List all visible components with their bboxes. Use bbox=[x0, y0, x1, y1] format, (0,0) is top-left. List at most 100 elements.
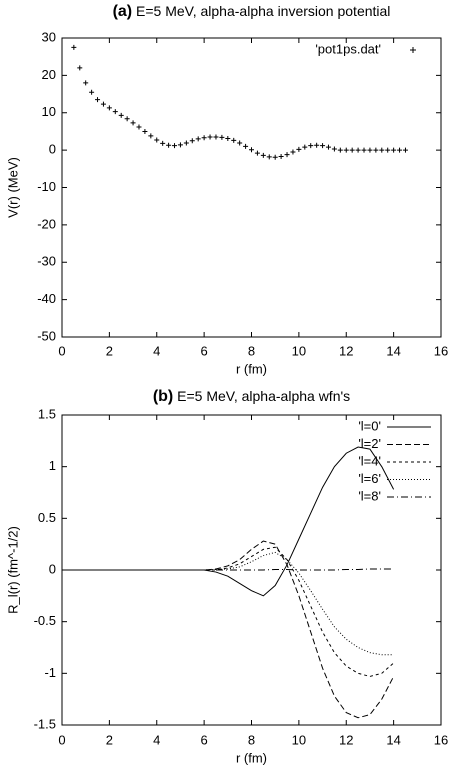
x-tick-label: 8 bbox=[248, 343, 255, 358]
data-point bbox=[402, 147, 408, 153]
y-tick-label: -1 bbox=[44, 665, 56, 680]
y-axis-label: V(r) (MeV) bbox=[5, 157, 20, 218]
data-point bbox=[325, 144, 331, 150]
data-point bbox=[136, 124, 142, 130]
legend-label: 'l=8' bbox=[358, 488, 381, 503]
x-tick-label: 14 bbox=[386, 732, 400, 747]
x-tick-label: 8 bbox=[248, 732, 255, 747]
data-point bbox=[89, 89, 95, 95]
x-tick-label: 12 bbox=[339, 343, 353, 358]
legend-marker bbox=[410, 47, 416, 53]
data-point bbox=[219, 134, 225, 140]
x-tick-label: 2 bbox=[106, 732, 113, 747]
legend-label: 'l=4' bbox=[358, 453, 381, 468]
data-point bbox=[266, 154, 272, 160]
data-point bbox=[331, 146, 337, 152]
data-point bbox=[278, 153, 284, 159]
data-point bbox=[320, 143, 326, 149]
legend-label: 'l=2' bbox=[358, 436, 381, 451]
data-point bbox=[189, 138, 195, 144]
legend-label: 'l=0' bbox=[358, 418, 381, 433]
x-tick-label: 4 bbox=[153, 343, 160, 358]
title-text: E=5 MeV, alpha-alpha wfn's bbox=[177, 388, 350, 404]
series-line bbox=[62, 551, 394, 656]
chart-panel: (a) E=5 MeV, alpha-alpha inversion poten… bbox=[5, 3, 448, 377]
y-tick-label: -0.5 bbox=[34, 613, 56, 628]
y-tick-label: -50 bbox=[37, 328, 56, 343]
data-point bbox=[130, 120, 136, 126]
x-tick-label: 4 bbox=[153, 732, 160, 747]
x-tick-label: 6 bbox=[201, 732, 208, 747]
data-point bbox=[343, 147, 349, 153]
x-tick-label: 12 bbox=[339, 732, 353, 747]
data-point bbox=[106, 105, 112, 111]
panel-label: (a) bbox=[113, 3, 133, 20]
data-point bbox=[83, 80, 89, 86]
data-point bbox=[314, 142, 320, 148]
x-tick-label: 6 bbox=[201, 343, 208, 358]
data-point bbox=[183, 140, 189, 146]
data-point bbox=[118, 112, 124, 118]
legend-label: 'pot1ps.dat' bbox=[315, 41, 381, 56]
y-tick-label: 0.5 bbox=[38, 510, 56, 525]
data-point bbox=[225, 136, 231, 142]
data-point bbox=[237, 140, 243, 146]
legend-label: 'l=6' bbox=[358, 471, 381, 486]
data-point bbox=[172, 143, 178, 149]
data-point bbox=[373, 147, 379, 153]
data-point bbox=[308, 143, 314, 149]
data-point bbox=[177, 142, 183, 148]
series-line bbox=[62, 446, 395, 597]
chart-title: (b) E=5 MeV, alpha-alpha wfn's bbox=[153, 388, 350, 406]
data-point bbox=[367, 147, 373, 153]
y-tick-label: -30 bbox=[37, 254, 56, 269]
data-point bbox=[95, 97, 101, 103]
data-point bbox=[231, 137, 237, 143]
data-point bbox=[302, 144, 308, 150]
series-line bbox=[62, 546, 394, 677]
y-tick-label: -10 bbox=[37, 179, 56, 194]
data-point bbox=[124, 116, 130, 122]
data-point bbox=[243, 143, 249, 149]
y-tick-label: 1.5 bbox=[38, 406, 56, 421]
data-point bbox=[166, 142, 172, 148]
data-point bbox=[254, 150, 260, 156]
title-text: E=5 MeV, alpha-alpha inversion potential bbox=[136, 3, 390, 19]
x-tick-label: 16 bbox=[434, 732, 448, 747]
data-point bbox=[148, 133, 154, 139]
x-axis-label: r (fm) bbox=[236, 361, 267, 376]
data-point bbox=[361, 147, 367, 153]
y-tick-label: 0 bbox=[49, 142, 56, 157]
series-line bbox=[62, 540, 395, 719]
x-tick-label: 16 bbox=[434, 343, 448, 358]
data-point bbox=[391, 147, 397, 153]
data-point bbox=[207, 134, 213, 140]
data-point bbox=[71, 44, 77, 50]
x-tick-label: 10 bbox=[292, 732, 306, 747]
series-line bbox=[62, 568, 394, 571]
data-point bbox=[213, 134, 219, 140]
y-tick-label: -40 bbox=[37, 291, 56, 306]
data-point bbox=[112, 109, 118, 115]
x-tick-label: 2 bbox=[106, 343, 113, 358]
y-tick-label: 30 bbox=[42, 29, 56, 44]
data-point bbox=[355, 147, 361, 153]
data-point bbox=[290, 149, 296, 155]
y-axis-label: R_l(r) (fm^-1/2) bbox=[5, 526, 20, 614]
data-point bbox=[296, 146, 302, 152]
data-point bbox=[160, 140, 166, 146]
y-tick-label: 20 bbox=[42, 67, 56, 82]
data-point bbox=[385, 147, 391, 153]
data-point bbox=[397, 147, 403, 153]
data-point bbox=[349, 147, 355, 153]
data-point bbox=[201, 135, 207, 141]
x-tick-label: 0 bbox=[58, 732, 65, 747]
y-tick-label: 1 bbox=[49, 458, 56, 473]
data-point bbox=[272, 154, 278, 160]
plot-frame bbox=[61, 37, 442, 338]
panel-label: (b) bbox=[153, 388, 173, 405]
data-point bbox=[77, 65, 83, 71]
data-point bbox=[154, 137, 160, 143]
data-point bbox=[379, 147, 385, 153]
